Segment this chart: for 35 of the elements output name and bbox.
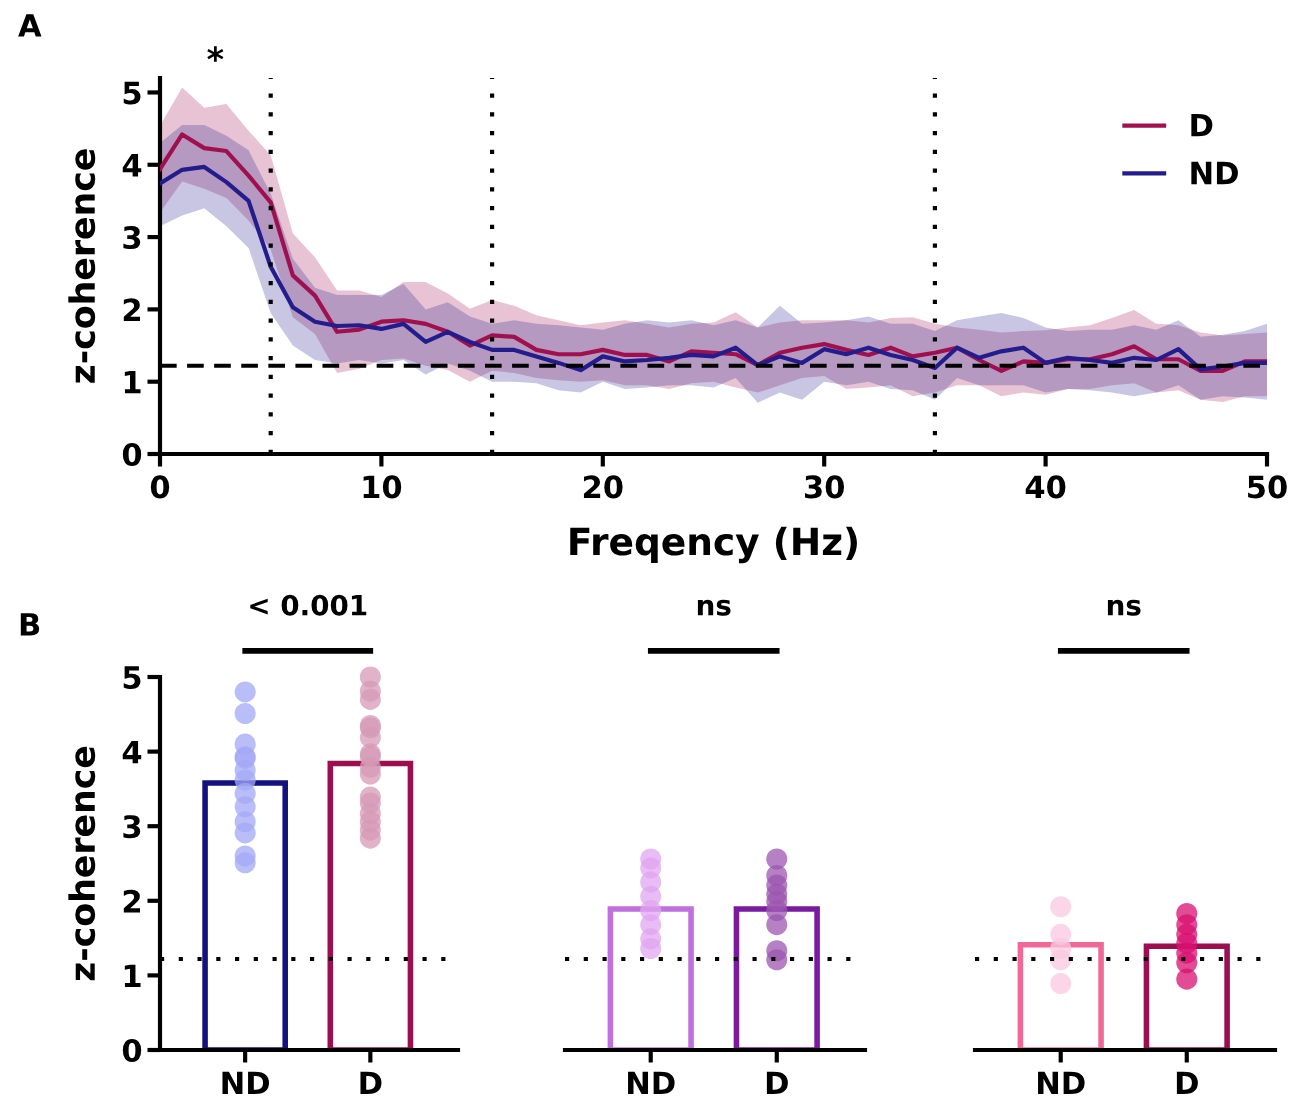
x-tick-label: 20 [583,475,623,499]
x-tick-label: D [1176,1071,1198,1095]
chart-title: A [18,14,42,37]
text: ns [1107,599,1141,616]
legend-label: ND [1191,161,1238,185]
y-tick-label: 5 [123,81,141,105]
y-tick-label: 1 [124,964,141,988]
x-axis-title: Freqency (Hz) [570,526,857,564]
x-tick-label: 0 [150,475,170,499]
chart-title: B [20,613,40,636]
x-tick-label: 40 [1025,475,1066,499]
x-tick-label: 50 [1248,475,1287,499]
y-tick-label: 4 [122,154,142,177]
y-tick-label: 2 [123,889,140,913]
legend-label: D [1191,113,1213,137]
x-tick-label: ND [1038,1071,1085,1095]
x-tick-label: 30 [804,475,844,499]
text: * [207,46,224,62]
y-tick-label: 3 [123,815,141,839]
y-tick-label: 1 [124,371,141,394]
y-axis-title: z-coherence [68,746,96,981]
y-tick-label: 2 [123,298,140,321]
y-tick-label: 5 [123,666,141,690]
x-tick-label: D [360,1071,382,1095]
y-tick-label: 0 [122,1038,142,1063]
y-tick-label: 0 [122,442,142,467]
y-axis-title: z-coherence [68,149,96,383]
text: < 0.001 [250,594,367,616]
x-tick-label: ND [222,1071,270,1095]
y-tick-label: 3 [123,226,141,250]
y-tick-label: 4 [122,740,142,764]
text: ns [697,599,731,616]
x-tick-label: ND [628,1071,675,1095]
x-tick-label: D [766,1071,788,1095]
x-tick-label: 10 [363,475,402,499]
